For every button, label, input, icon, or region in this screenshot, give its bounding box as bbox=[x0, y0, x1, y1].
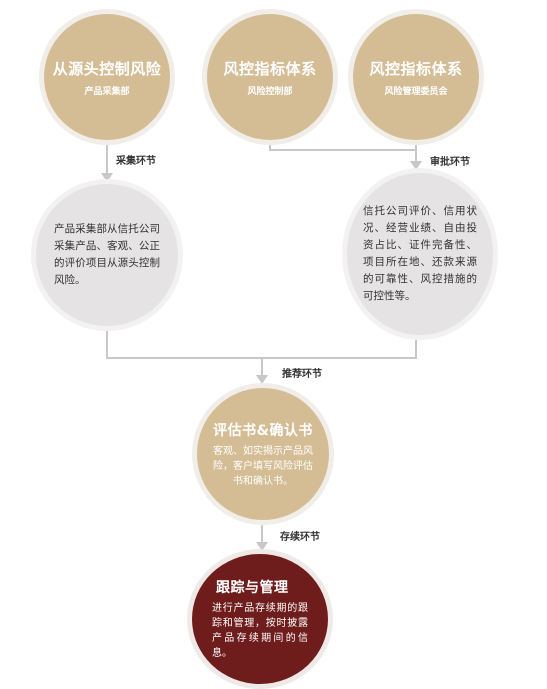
arrow-to-assessment bbox=[256, 375, 268, 384]
tracking-circle: 跟踪与管理 进行产品存续期的跟踪和管理，按时披露产品存续期间的信息。 bbox=[192, 554, 328, 684]
arrow-to-collect bbox=[101, 173, 113, 182]
collect-desc-text: 产品采集部从信托公司采集产品、客观、公正的评价项目从源头控制风险。 bbox=[54, 223, 160, 286]
arrow-to-tracking bbox=[256, 542, 268, 551]
assessment-circle: 评估书&确认书 客观、如实揭示产品风险，客户填写风险评估书和确认书。 bbox=[197, 388, 329, 520]
step-label-review: 审批环节 bbox=[430, 157, 470, 168]
review-desc-circle: 信托公司评价、信用状况、经营业绩、自由投资占比、证件完备性、项目所在地、还款来源… bbox=[347, 173, 493, 335]
source-control-subtitle: 产品采集部 bbox=[84, 86, 130, 97]
arrow-to-review bbox=[410, 161, 422, 170]
connector-bottom-merge bbox=[106, 330, 417, 359]
indicator-subtitle-2: 风险管理委员会 bbox=[384, 86, 448, 97]
review-desc-text: 信托公司评价、信用状况、经营业绩、自由投资占比、证件完备性、项目所在地、还款来源… bbox=[363, 205, 477, 302]
step-label-collect: 采集环节 bbox=[116, 156, 156, 167]
connector-indicator1-merge bbox=[269, 140, 416, 151]
indicator-title-2: 风控指标体系 bbox=[369, 59, 463, 78]
collect-desc-circle: 产品采集部从信托公司采集产品、客观、公正的评价项目从源头控制风险。 bbox=[36, 184, 178, 326]
assessment-text: 客观、如实揭示产品风险，客户填写风险评估书和确认书。 bbox=[213, 445, 313, 487]
assessment-title: 评估书&确认书 bbox=[213, 422, 313, 439]
indicator-title-1: 风控指标体系 bbox=[223, 59, 317, 78]
indicator-circle-risk-control: 风控指标体系 风险控制部 bbox=[207, 14, 333, 140]
step-label-recommend: 推荐环节 bbox=[282, 369, 322, 380]
indicator-subtitle-1: 风险控制部 bbox=[247, 86, 293, 97]
tracking-text: 进行产品存续期的跟踪和管理，按时披露产品存续期间的信息。 bbox=[212, 603, 308, 659]
source-control-title: 从源头控制风险 bbox=[52, 59, 162, 78]
source-control-circle: 从源头控制风险 产品采集部 bbox=[44, 14, 170, 140]
tracking-title: 跟踪与管理 bbox=[216, 580, 289, 596]
step-label-duration: 存续环节 bbox=[280, 532, 320, 543]
indicator-circle-committee: 风控指标体系 风险管理委员会 bbox=[353, 14, 479, 140]
